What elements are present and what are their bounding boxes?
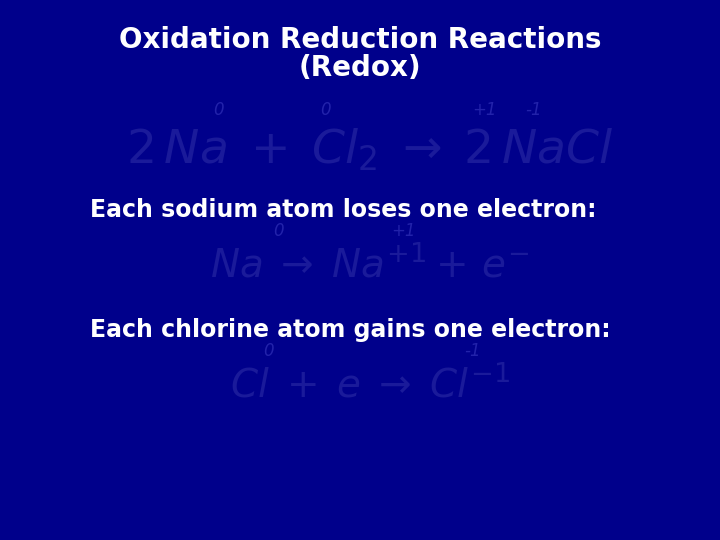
Text: (Redox): (Redox) [299,54,421,82]
Text: 0: 0 [263,342,274,360]
Text: 0: 0 [212,101,223,119]
Text: $Cl\;+\;e\;\rightarrow\;Cl^{-1}$: $Cl\;+\;e\;\rightarrow\;Cl^{-1}$ [230,366,510,404]
Text: $2\,Na\;+\;Cl_2\;\rightarrow\;2\,NaCl$: $2\,Na\;+\;Cl_2\;\rightarrow\;2\,NaCl$ [126,127,613,173]
Text: $Na\;\rightarrow\;Na^{+1}+\,e^{-}$: $Na\;\rightarrow\;Na^{+1}+\,e^{-}$ [210,246,530,285]
Text: Each sodium atom loses one electron:: Each sodium atom loses one electron: [90,198,596,222]
Text: -1: -1 [464,342,481,360]
Text: Each chlorine atom gains one electron:: Each chlorine atom gains one electron: [90,318,611,342]
Text: 0: 0 [320,101,330,119]
Text: +1: +1 [391,222,415,240]
Text: 0: 0 [273,222,283,240]
Text: -1: -1 [526,101,542,119]
Text: Oxidation Reduction Reactions: Oxidation Reduction Reactions [119,26,601,54]
Text: +1: +1 [472,101,496,119]
